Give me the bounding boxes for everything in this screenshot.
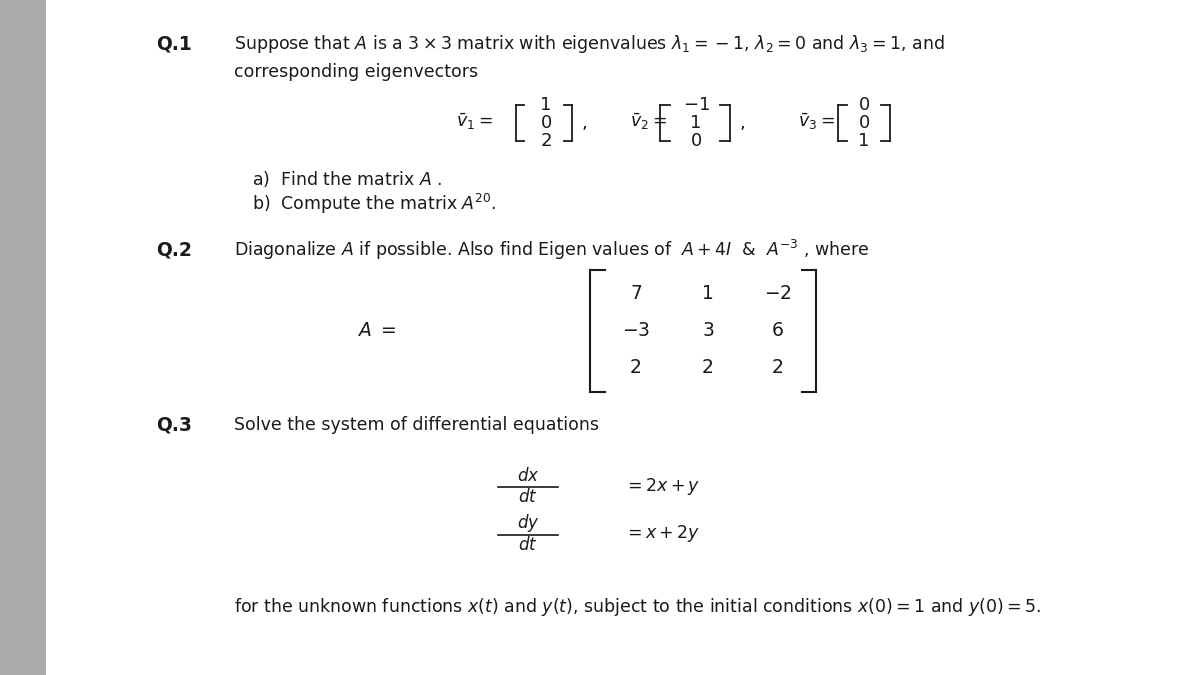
Text: 1: 1 [540,96,552,113]
Text: $\bar{v}_3=$: $\bar{v}_3=$ [798,111,835,132]
Text: 2: 2 [630,358,642,377]
Text: corresponding eigenvectors: corresponding eigenvectors [234,63,478,81]
Text: 1: 1 [690,114,702,132]
Text: b)  Compute the matrix $A^{20}$.: b) Compute the matrix $A^{20}$. [252,192,497,216]
Text: 0: 0 [858,114,870,132]
Text: Q.3: Q.3 [156,416,192,435]
Text: Q.1: Q.1 [156,34,192,53]
Text: 0: 0 [540,114,552,132]
Text: 7: 7 [630,284,642,303]
Text: $\bar{v}_1=$: $\bar{v}_1=$ [456,111,493,132]
Text: 3: 3 [702,321,714,340]
Text: 6: 6 [772,321,784,340]
Text: 2: 2 [540,132,552,150]
Text: for the unknown functions $x(t)$ and $y(t)$, subject to the initial conditions $: for the unknown functions $x(t)$ and $y(… [234,597,1042,618]
Text: $=2x+y$: $=2x+y$ [624,476,701,497]
Text: Solve the system of differential equations: Solve the system of differential equatio… [234,416,599,434]
Text: 2: 2 [772,358,784,377]
Text: $dt$: $dt$ [518,536,538,554]
Text: $-2$: $-2$ [763,284,792,303]
Text: $dy$: $dy$ [517,512,539,534]
Text: 1: 1 [702,284,714,303]
Text: ,: , [582,114,588,132]
Text: 1: 1 [858,132,870,150]
Text: $\bar{v}_2=$: $\bar{v}_2=$ [630,111,667,132]
Text: $=x+2y$: $=x+2y$ [624,523,701,545]
Text: $-1$: $-1$ [683,96,709,113]
Text: Suppose that $A$ is a $3\times3$ matrix with eigenvalues $\lambda_1=-1$, $\lambd: Suppose that $A$ is a $3\times3$ matrix … [234,33,944,55]
Text: $A\ =\ $: $A\ =\ $ [356,321,396,340]
Text: ,: , [739,114,745,132]
Text: $dt$: $dt$ [518,489,538,506]
Text: 0: 0 [858,96,870,113]
Text: 2: 2 [702,358,714,377]
Text: a)  Find the matrix $A$ .: a) Find the matrix $A$ . [252,169,442,189]
Text: Diagonalize $A$ if possible. Also find Eigen values of  $A+4I$  &  $A^{-3}$ , wh: Diagonalize $A$ if possible. Also find E… [234,238,870,262]
Bar [0,0,46,675]
Text: $dx$: $dx$ [517,467,539,485]
Text: 0: 0 [690,132,702,150]
Text: $-3$: $-3$ [622,321,650,340]
Text: Q.2: Q.2 [156,240,192,259]
